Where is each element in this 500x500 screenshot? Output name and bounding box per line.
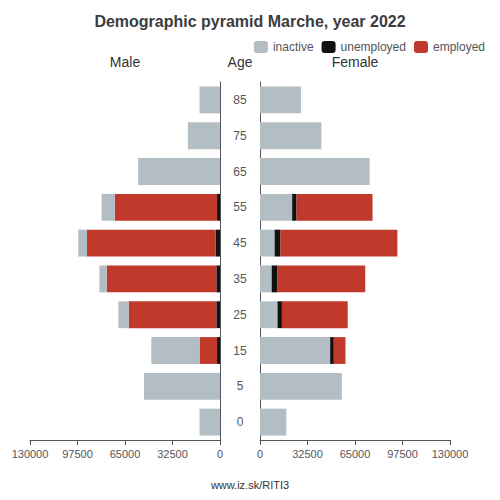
- svg-text:0: 0: [237, 415, 244, 429]
- svg-text:Female: Female: [332, 54, 379, 70]
- svg-text:0: 0: [217, 448, 223, 460]
- svg-text:www.iz.sk/RITI3: www.iz.sk/RITI3: [210, 479, 289, 491]
- svg-text:85: 85: [233, 93, 247, 107]
- svg-text:32500: 32500: [157, 448, 188, 460]
- svg-text:97500: 97500: [387, 448, 418, 460]
- svg-text:Demographic pyramid Marche, ye: Demographic pyramid Marche, year 2022: [94, 13, 405, 30]
- svg-text:0: 0: [257, 448, 263, 460]
- svg-text:45: 45: [233, 236, 247, 250]
- svg-text:25: 25: [233, 308, 247, 322]
- svg-text:15: 15: [233, 344, 247, 358]
- svg-text:32500: 32500: [292, 448, 323, 460]
- svg-text:55: 55: [233, 200, 247, 214]
- svg-text:65: 65: [233, 165, 247, 179]
- svg-text:130000: 130000: [12, 448, 49, 460]
- svg-text:130000: 130000: [432, 448, 469, 460]
- svg-text:5: 5: [237, 379, 244, 393]
- svg-text:35: 35: [233, 272, 247, 286]
- svg-text:Male: Male: [110, 54, 141, 70]
- svg-text:unemployed: unemployed: [341, 40, 406, 54]
- svg-text:97500: 97500: [62, 448, 93, 460]
- svg-text:75: 75: [233, 129, 247, 143]
- svg-text:65000: 65000: [340, 448, 371, 460]
- svg-text:employed: employed: [433, 40, 485, 54]
- svg-text:65000: 65000: [110, 448, 141, 460]
- svg-text:Age: Age: [228, 54, 253, 70]
- svg-text:inactive: inactive: [273, 40, 314, 54]
